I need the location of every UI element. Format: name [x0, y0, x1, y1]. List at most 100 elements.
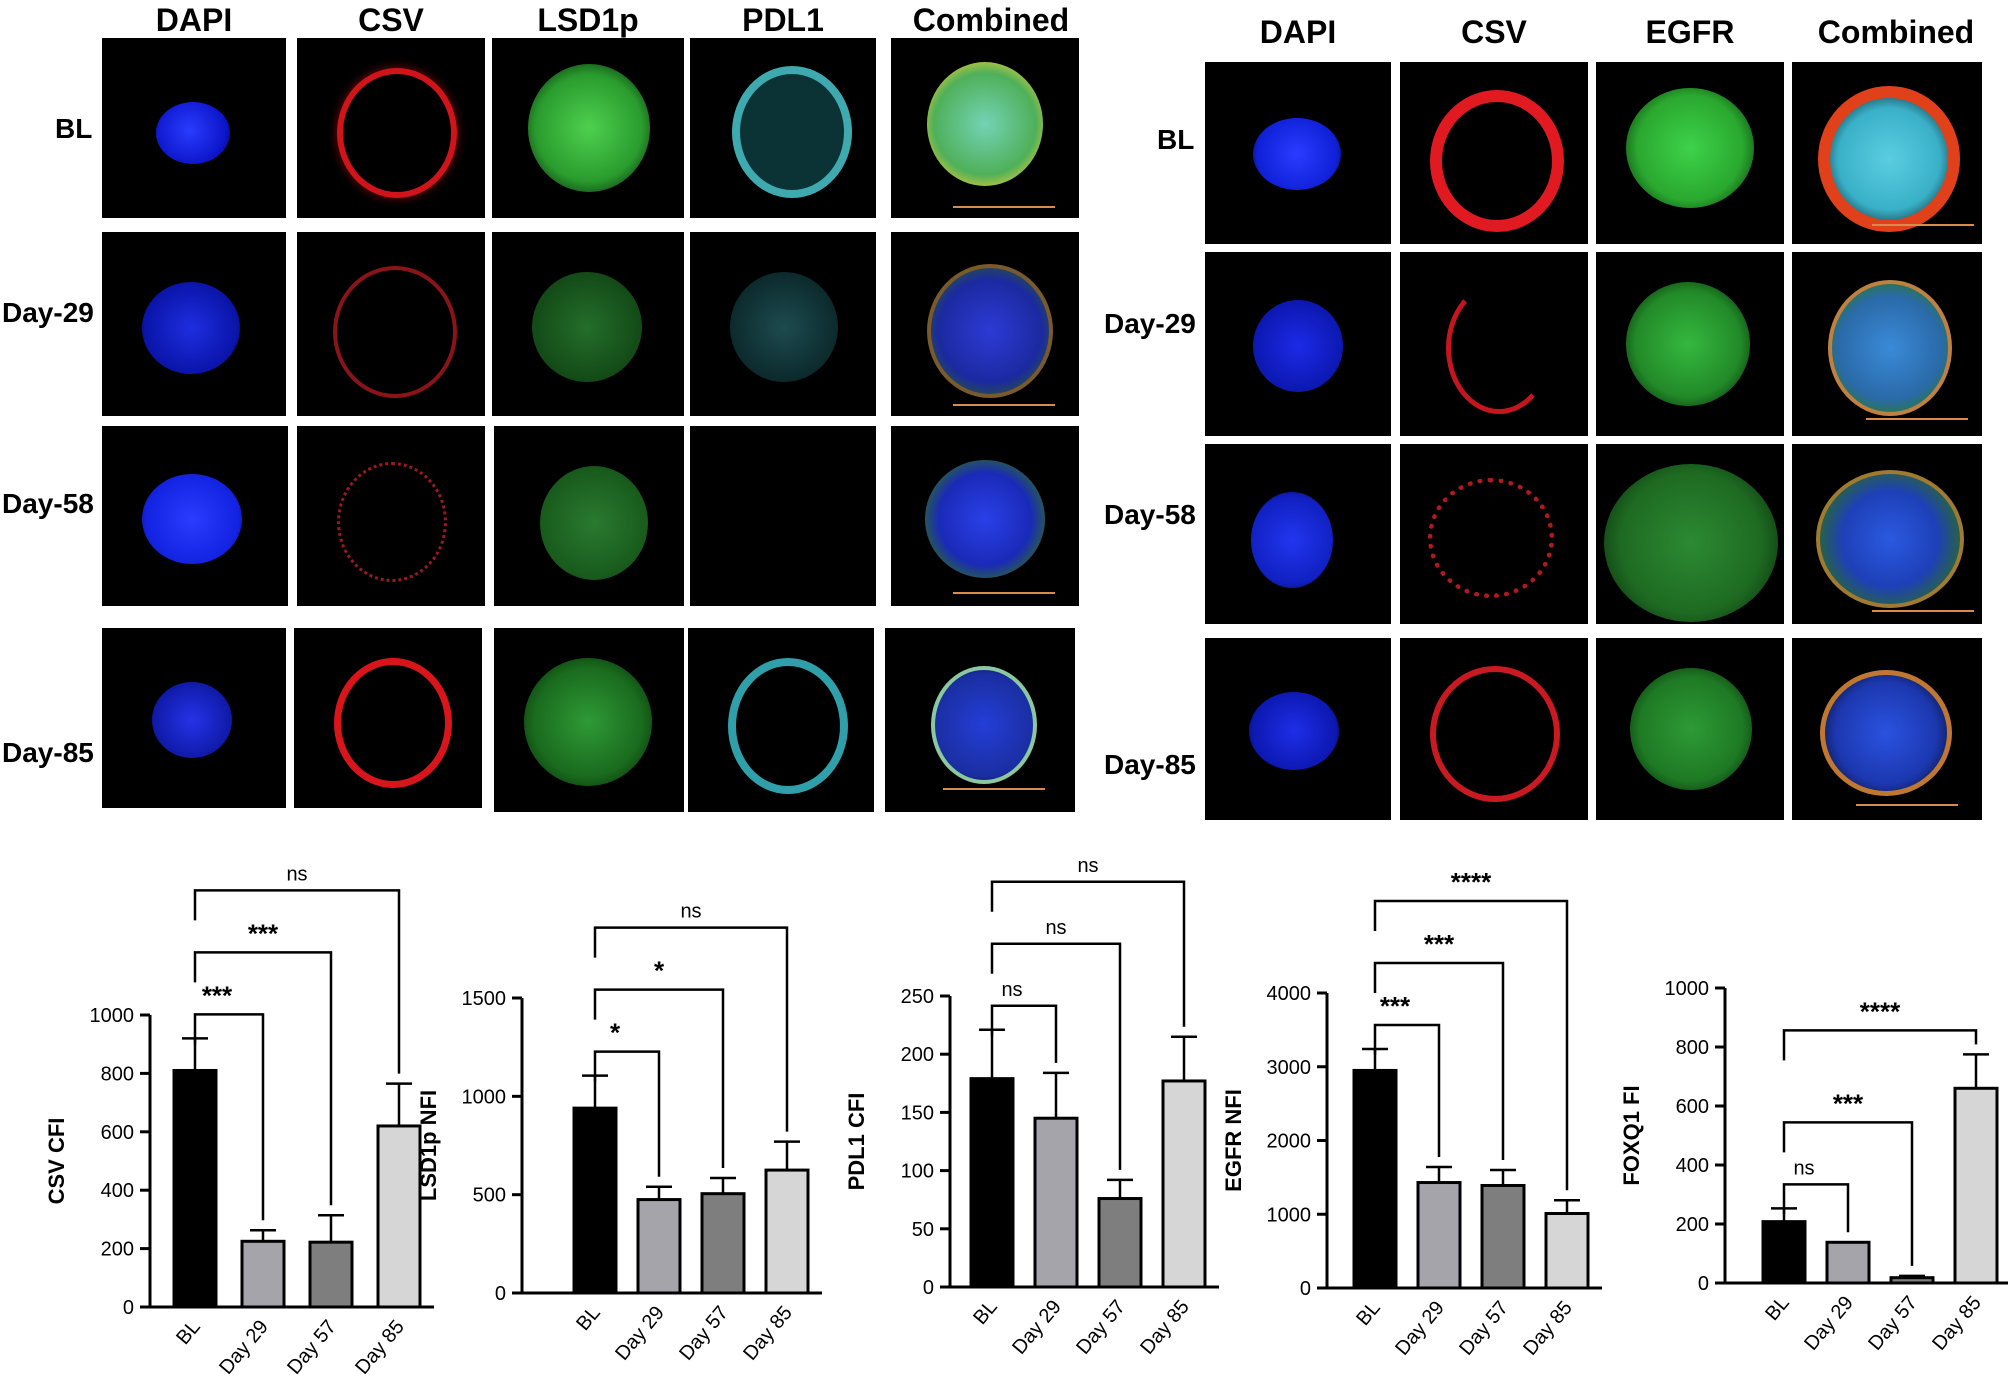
micrograph-right-day58-dapi: [1205, 444, 1391, 624]
micrograph-right-day85-egfr: [1596, 638, 1784, 820]
micrograph-right-day58-csv: [1400, 444, 1588, 624]
x-tick-label: Day 29: [1008, 1296, 1066, 1359]
y-tick-label: 1000: [1665, 978, 1710, 1000]
significance-label: *: [610, 1018, 621, 1048]
right-row-label-day29: Day-29: [1104, 308, 1196, 339]
bar-day-85: [1953, 1086, 1999, 1285]
x-tick-label: Day 85: [1519, 1297, 1577, 1360]
micrograph-right-day29-combined: [1792, 252, 1982, 436]
bar-day-85: [764, 1168, 810, 1295]
bar-bl: [572, 1106, 618, 1295]
bar-day-29: [636, 1198, 682, 1295]
micrograph-left-bl-csv: [297, 38, 485, 218]
micrograph-right-bl-combined: [1792, 62, 1982, 244]
significance-label: ****: [1860, 996, 1901, 1026]
micrograph-right-day58-combined: [1792, 444, 1982, 624]
left-row-label-day85: Day-85: [2, 737, 94, 768]
micrograph-left-day85-pdl1: [688, 628, 874, 812]
micrograph-left-day58-pdl1: [690, 426, 876, 606]
micrograph-left-day85-lsd1p: [494, 628, 684, 812]
right-row-label-bl: BL: [1157, 124, 1195, 155]
micrograph-left-day58-dapi: [102, 426, 288, 606]
y-tick-label: 1000: [462, 1086, 507, 1108]
significance-bracket: [990, 1004, 1058, 1063]
y-tick-label: 150: [901, 1102, 934, 1124]
y-axis-label: EGFR NFI: [1221, 1089, 1246, 1192]
significance-label: ns: [286, 863, 307, 885]
y-tick-label: 1000: [90, 1005, 135, 1027]
y-tick-label: 400: [1676, 1155, 1709, 1177]
y-axis-label: CSV CFI: [44, 1118, 69, 1205]
y-tick-label: 250: [901, 986, 934, 1008]
y-tick-label: 0: [1300, 1278, 1311, 1300]
x-tick-label: Day 57: [1864, 1292, 1922, 1355]
significance-label: ***: [248, 918, 279, 948]
right-col-header-csv: CSV: [1461, 14, 1527, 50]
significance-bracket: [1373, 1023, 1441, 1158]
bar-day-57: [1889, 1276, 1935, 1285]
significance-bracket: [193, 1013, 265, 1221]
right-row-label-day85: Day-85: [1104, 749, 1196, 780]
left-col-header-lsd1p: LSD1p: [537, 2, 639, 38]
y-tick-label: 0: [923, 1277, 934, 1299]
left-col-header-dapi: DAPI: [155, 2, 233, 38]
x-tick-label: Day 57: [675, 1302, 733, 1365]
bar-day-29: [1825, 1240, 1871, 1285]
x-tick-label: Day 57: [1455, 1297, 1513, 1360]
micrograph-right-day29-dapi: [1205, 252, 1391, 436]
x-tick-label: Day 29: [215, 1316, 273, 1379]
significance-label: ns: [1077, 855, 1098, 877]
y-axis-label: PDL1 CFI: [844, 1093, 869, 1191]
right-col-header-egfr: EGFR: [1645, 14, 1735, 50]
significance-label: ns: [680, 901, 701, 923]
micrograph-left-day58-lsd1p: [494, 426, 684, 606]
x-tick-label: BL: [969, 1296, 1002, 1329]
bar-day-29: [1033, 1116, 1079, 1289]
y-tick-label: 600: [1676, 1096, 1709, 1118]
left-row-label-day58: Day-58: [2, 488, 94, 519]
significance-bracket: [990, 880, 1186, 1027]
micrograph-right-day85-combined: [1792, 638, 1982, 820]
left-row-label-bl: BL: [55, 113, 93, 144]
significance-bracket: [1782, 1029, 1978, 1061]
micrograph-left-bl-pdl1: [690, 38, 876, 218]
significance-bracket: [593, 1050, 661, 1177]
x-tick-label: Day 85: [1136, 1296, 1194, 1359]
bar-day-57: [700, 1192, 746, 1295]
pdl1-cfi-bar-chart: 0 50 100 150 200 250 PDL1 CFI BL Day 29 Day 57 Day…: [844, 855, 1219, 1359]
significance-bracket: [1373, 961, 1505, 1160]
micrograph-left-day29-csv: [297, 232, 485, 416]
x-tick-label: Day 57: [1072, 1296, 1130, 1359]
micrograph-right-day58-egfr: [1596, 444, 1784, 624]
bar-day-57: [1097, 1197, 1143, 1289]
micrograph-right-day29-csv: [1400, 252, 1588, 436]
y-tick-label: 400: [101, 1180, 134, 1202]
x-tick-label: BL: [172, 1316, 205, 1349]
significance-label: *: [654, 956, 665, 986]
micrograph-left-day29-dapi: [102, 232, 286, 416]
y-tick-label: 200: [1676, 1214, 1709, 1236]
right-col-header-combined: Combined: [1817, 14, 1975, 50]
significance-bracket: [1782, 1183, 1850, 1233]
left-col-header-csv: CSV: [358, 2, 424, 38]
x-tick-label: BL: [1352, 1297, 1385, 1330]
bar-day-57: [1480, 1183, 1526, 1290]
micrograph-left-day85-combined: [885, 628, 1075, 812]
micrograph-right-day85-dapi: [1205, 638, 1391, 820]
micrograph-left-day29-pdl1: [690, 232, 876, 416]
micrograph-right-bl-csv: [1400, 62, 1588, 244]
micrograph-right-bl-dapi: [1205, 62, 1391, 244]
significance-bracket: [193, 951, 333, 1206]
micrograph-left-bl-combined: [891, 38, 1079, 218]
bar-day-85: [376, 1124, 422, 1309]
significance-label: ns: [1045, 917, 1066, 939]
bar-day-29: [240, 1239, 286, 1309]
micrograph-left-bl-lsd1p: [492, 38, 684, 218]
significance-label: ***: [1380, 991, 1411, 1021]
x-tick-label: Day 85: [1928, 1292, 1986, 1355]
micrograph-left-day29-lsd1p: [492, 232, 684, 416]
significance-bracket: [593, 926, 789, 1132]
x-tick-label: Day 29: [1800, 1292, 1858, 1355]
right-col-header-dapi: DAPI: [1259, 14, 1337, 50]
